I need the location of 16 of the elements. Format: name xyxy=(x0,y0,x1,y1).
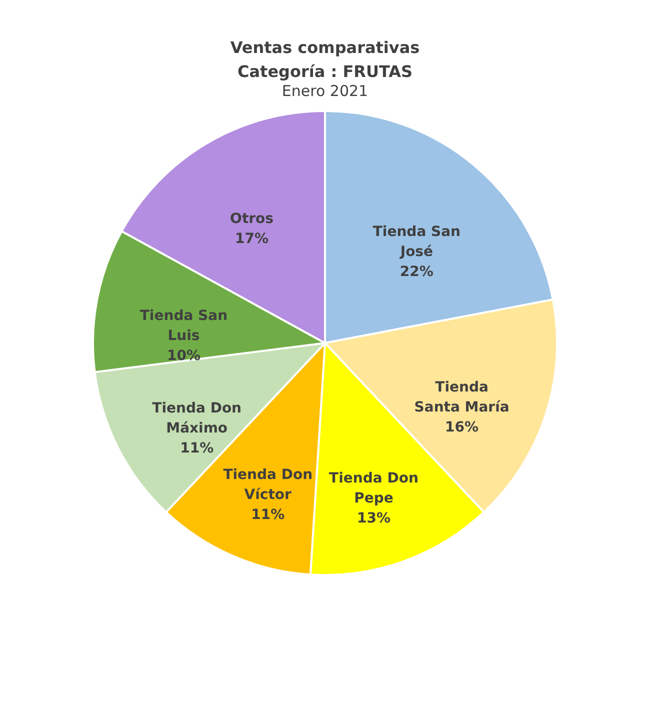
data-label: 10% xyxy=(166,348,200,364)
data-label: 16% xyxy=(445,419,479,436)
slice-label: Tienda Don Víctor xyxy=(223,467,313,504)
data-label: 11% xyxy=(180,440,214,456)
slice-label: Tienda Don Máximo xyxy=(152,400,242,436)
data-label: 11% xyxy=(251,507,285,524)
slice-label: Tienda San Luis xyxy=(140,308,228,344)
data-label: 22% xyxy=(400,264,434,280)
slice-label: Tienda Santa María xyxy=(414,379,510,416)
chart-subtitle: Enero 2021 xyxy=(282,82,368,100)
slice-label: Tienda San José xyxy=(372,224,461,260)
chart-title: Ventas comparativas Categoría : FRUTAS xyxy=(230,38,420,81)
data-label: 17% xyxy=(235,231,269,248)
slice-label: Tienda Don Pepe xyxy=(329,470,418,506)
data-label: 13% xyxy=(356,510,390,526)
slice-label: Otros xyxy=(230,211,274,228)
